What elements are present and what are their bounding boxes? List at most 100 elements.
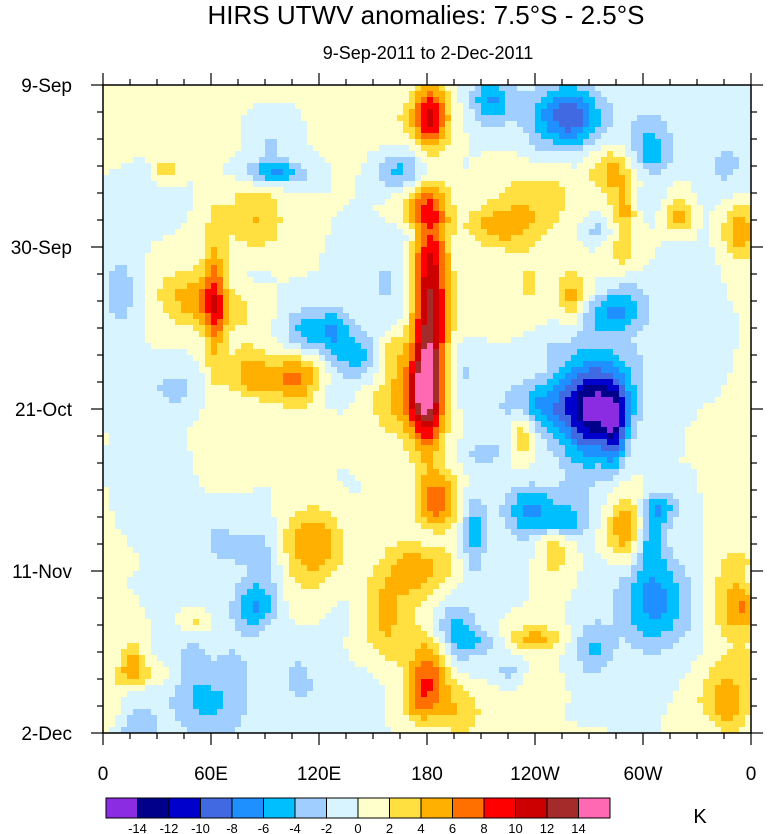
heatmap-cell (463, 295, 470, 302)
heatmap-cell (619, 241, 626, 248)
heatmap-cell (217, 97, 224, 104)
heatmap-cell (301, 325, 308, 332)
heatmap-cell (355, 151, 362, 158)
heatmap-cell (505, 235, 512, 242)
heatmap-cell (331, 313, 338, 320)
heatmap-cell (301, 175, 308, 182)
heatmap-cell (547, 355, 554, 362)
heatmap-cell (499, 187, 506, 194)
heatmap-cell (385, 349, 392, 356)
heatmap-cell (505, 103, 512, 110)
heatmap-cell (703, 277, 710, 284)
heatmap-cell (271, 307, 278, 314)
heatmap-cell (697, 319, 704, 326)
heatmap-cell (661, 223, 668, 230)
heatmap-cell (685, 91, 692, 98)
heatmap-cell (205, 133, 212, 140)
heatmap-cell (133, 121, 140, 128)
heatmap-cell (199, 193, 206, 200)
heatmap-cell (421, 193, 428, 200)
heatmap-cell (439, 277, 446, 284)
heatmap-cell (709, 241, 716, 248)
heatmap-cell (535, 139, 542, 146)
heatmap-cell (481, 211, 488, 218)
heatmap-cell (259, 109, 266, 116)
heatmap-cell (445, 337, 452, 344)
heatmap-cell (703, 187, 710, 194)
heatmap-cell (283, 235, 290, 242)
heatmap-cell (325, 97, 332, 104)
heatmap-cell (217, 229, 224, 236)
heatmap-cell (631, 277, 638, 284)
heatmap-cell (577, 91, 584, 98)
heatmap-cell (553, 265, 560, 272)
heatmap-cell (337, 289, 344, 296)
heatmap-cell (427, 103, 434, 110)
heatmap-cell (391, 229, 398, 236)
heatmap-cell (367, 151, 374, 158)
heatmap-cell (463, 109, 470, 116)
heatmap-cell (637, 253, 644, 260)
heatmap-cell (481, 175, 488, 182)
heatmap-cell (511, 325, 518, 332)
heatmap-cell (463, 271, 470, 278)
heatmap-cell (709, 349, 716, 356)
heatmap-cell (403, 331, 410, 338)
heatmap-cell (133, 181, 140, 188)
heatmap-cell (229, 241, 236, 248)
heatmap-cell (391, 331, 398, 338)
heatmap-cell (295, 169, 302, 176)
heatmap-cell (601, 151, 608, 158)
heatmap-cell (631, 325, 638, 332)
heatmap-cell (223, 175, 230, 182)
heatmap-cell (313, 253, 320, 260)
heatmap-cell (367, 301, 374, 308)
heatmap-cell (361, 187, 368, 194)
heatmap-cell (499, 253, 506, 260)
heatmap-cell (499, 337, 506, 344)
heatmap-cell (367, 325, 374, 332)
heatmap-cell (535, 199, 542, 206)
heatmap-cell (511, 289, 518, 296)
heatmap-cell (265, 133, 272, 140)
heatmap-cell (397, 139, 404, 146)
heatmap-cell (505, 319, 512, 326)
heatmap-cell (253, 301, 260, 308)
heatmap-cell (619, 127, 626, 134)
heatmap-cell (229, 169, 236, 176)
heatmap-cell (703, 319, 710, 326)
heatmap-cell (715, 145, 722, 152)
heatmap-cell (625, 97, 632, 104)
heatmap-cell (721, 211, 728, 218)
heatmap-cell (103, 163, 110, 170)
heatmap-cell (421, 319, 428, 326)
heatmap-cell (667, 319, 674, 326)
heatmap-cell (577, 343, 584, 350)
heatmap-cell (349, 121, 356, 128)
heatmap-cell (169, 313, 176, 320)
heatmap-cell (655, 241, 662, 248)
heatmap-cell (259, 325, 266, 332)
heatmap-cell (493, 175, 500, 182)
heatmap-cell (721, 181, 728, 188)
heatmap-cell (241, 259, 248, 266)
heatmap-cell (217, 361, 224, 368)
heatmap-cell (157, 127, 164, 134)
heatmap-cell (391, 193, 398, 200)
heatmap-cell (415, 289, 422, 296)
heatmap-cell (181, 247, 188, 254)
heatmap-cell (589, 283, 596, 290)
heatmap-cell (337, 163, 344, 170)
heatmap-cell (703, 331, 710, 338)
heatmap-cell (595, 247, 602, 254)
heatmap-cell (301, 187, 308, 194)
heatmap-cell (331, 253, 338, 260)
heatmap-cell (595, 211, 602, 218)
heatmap-cell (295, 181, 302, 188)
heatmap-cell (199, 121, 206, 128)
heatmap-cell (463, 301, 470, 308)
heatmap-cell (733, 301, 740, 308)
heatmap-cell (709, 283, 716, 290)
heatmap-cell (601, 169, 608, 176)
heatmap-cell (595, 103, 602, 110)
